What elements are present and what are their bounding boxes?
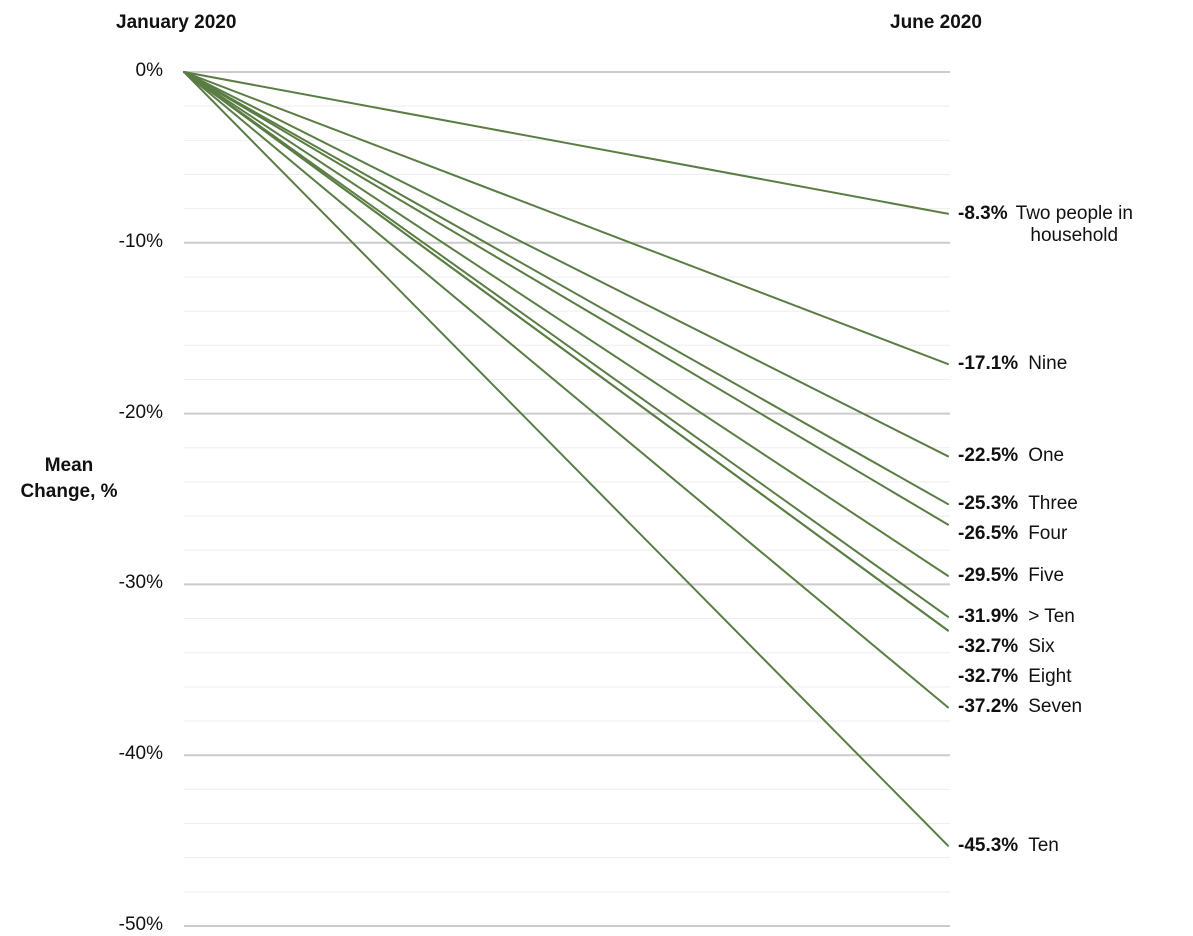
series-line bbox=[183, 71, 949, 506]
series-end-label: -32.7% Six bbox=[958, 636, 1055, 658]
data-label: -37.2% bbox=[958, 696, 1019, 718]
series-name-label: Ten bbox=[1028, 834, 1059, 856]
data-label: -29.5% bbox=[958, 564, 1019, 586]
y-tick-label: -30% bbox=[118, 572, 163, 594]
series-line bbox=[183, 71, 949, 458]
series-line bbox=[183, 71, 949, 847]
x-label-end: June 2020 bbox=[890, 12, 982, 33]
y-tick-label: -10% bbox=[118, 230, 163, 252]
data-label: -22.5% bbox=[958, 445, 1019, 467]
y-tick-label: 0% bbox=[135, 60, 163, 81]
series-name-label: Seven bbox=[1028, 696, 1083, 718]
series-name-label: Six bbox=[1028, 635, 1055, 657]
series-end-label: -31.9% > Ten bbox=[958, 606, 1075, 628]
data-label: -17.1% bbox=[958, 353, 1019, 375]
series-end-label: -32.7% Eight bbox=[958, 666, 1072, 688]
series-line bbox=[183, 71, 949, 366]
data-label: -25.3% bbox=[958, 493, 1019, 515]
series-end-label: -45.3% Ten bbox=[958, 835, 1059, 857]
y-tick-label: -50% bbox=[118, 914, 163, 935]
series-line bbox=[183, 71, 949, 632]
series-line bbox=[183, 71, 949, 709]
series-line bbox=[183, 71, 949, 526]
series-name-label: Four bbox=[1028, 523, 1068, 545]
series-name-label: > Ten bbox=[1028, 605, 1075, 627]
y-tick-label: -40% bbox=[118, 743, 163, 765]
series-end-label: -29.5% Five bbox=[958, 565, 1064, 587]
series-name-label: Nine bbox=[1028, 353, 1068, 375]
series-line bbox=[183, 71, 949, 215]
series-line bbox=[183, 71, 949, 618]
series-end-label: -22.5% One bbox=[958, 445, 1064, 467]
x-label-start: January 2020 bbox=[116, 12, 237, 33]
series-name-label: Five bbox=[1028, 564, 1065, 586]
series-end-label: -8.3% Two people in household bbox=[958, 203, 1133, 247]
series-name-label: Two people in household bbox=[1015, 202, 1133, 246]
data-label: -32.7% bbox=[958, 635, 1019, 657]
data-label: -32.7% bbox=[958, 665, 1019, 687]
series-end-label: -26.5% Four bbox=[958, 523, 1067, 545]
series-name-label: Three bbox=[1028, 493, 1078, 515]
y-axis-label: Mean Change, % bbox=[20, 455, 118, 502]
series-name-label: One bbox=[1028, 445, 1065, 467]
series-end-label: -17.1% Nine bbox=[958, 353, 1067, 375]
data-label: -8.3% bbox=[958, 202, 1008, 224]
series-line bbox=[183, 71, 949, 577]
data-label: -45.3% bbox=[958, 834, 1019, 856]
data-label: -31.9% bbox=[958, 605, 1019, 627]
data-label: -26.5% bbox=[958, 523, 1019, 545]
y-tick-label: -20% bbox=[118, 401, 163, 423]
series-name-label: Eight bbox=[1028, 665, 1072, 687]
series-end-label: -25.3% Three bbox=[958, 493, 1078, 515]
series-end-label: -37.2% Seven bbox=[958, 696, 1082, 718]
